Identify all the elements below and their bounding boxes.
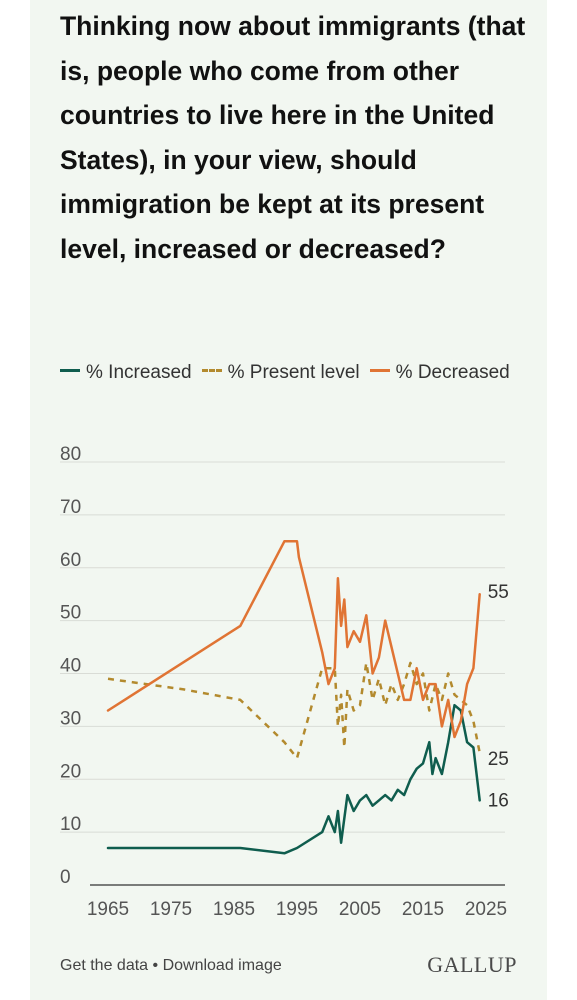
legend-label-increased: % Increased	[86, 362, 192, 383]
x-tick-label-2015: 2015	[402, 899, 444, 920]
x-tick-label-1965: 1965	[87, 899, 129, 920]
chart-title: Thinking now about immigrants (that is, …	[60, 11, 526, 264]
legend-item-increased: % Increased	[60, 362, 192, 383]
legend-swatch-present	[201, 369, 222, 373]
y-tick-label-60: 60	[60, 550, 81, 571]
y-tick-label-30: 30	[60, 708, 81, 729]
legend-item-present: % Present level	[201, 362, 360, 383]
x-tick-label-2025: 2025	[465, 899, 507, 920]
y-tick-label-70: 70	[60, 497, 81, 518]
footer-separator: •	[148, 957, 163, 974]
y-tick-label-20: 20	[60, 761, 81, 782]
line-chart: 0 10 20 30 40 50 60 70 80 1965 1975 1985 1995 2005 201…	[60, 444, 509, 920]
gallup-logo: GALLUP	[427, 952, 517, 977]
chart-footer: Get the data • Download image	[60, 957, 282, 975]
x-tick-label-1975: 1975	[150, 899, 192, 920]
x-tick-label-2005: 2005	[339, 899, 381, 920]
legend-swatch-decreased	[369, 369, 390, 373]
chart-legend: % Increased % Present level % Decreased	[60, 357, 530, 389]
series-line-present	[107, 661, 481, 760]
legend-label-present: % Present level	[227, 362, 360, 383]
y-tick-label-0: 0	[60, 867, 71, 888]
get-data-link[interactable]: Get the data	[60, 957, 149, 974]
legend-label-decreased: % Decreased	[395, 362, 510, 383]
end-label-present: 25	[488, 749, 509, 770]
legend-swatch-increased	[60, 369, 80, 373]
y-tick-label-80: 80	[60, 444, 81, 465]
y-tick-label-50: 50	[60, 603, 81, 624]
legend-item-decreased: % Decreased	[369, 362, 510, 383]
series-line-decreased	[106, 540, 481, 739]
x-tick-label-1985: 1985	[213, 899, 255, 920]
y-tick-label-10: 10	[60, 814, 81, 835]
end-label-increased: 16	[488, 790, 509, 811]
download-image-link[interactable]: Download image	[162, 957, 282, 974]
chart-card	[30, 0, 547, 1000]
y-tick-label-40: 40	[60, 656, 81, 677]
series-line-increased	[106, 703, 481, 855]
x-tick-label-1995: 1995	[276, 899, 318, 920]
end-label-decreased: 55	[488, 582, 509, 603]
